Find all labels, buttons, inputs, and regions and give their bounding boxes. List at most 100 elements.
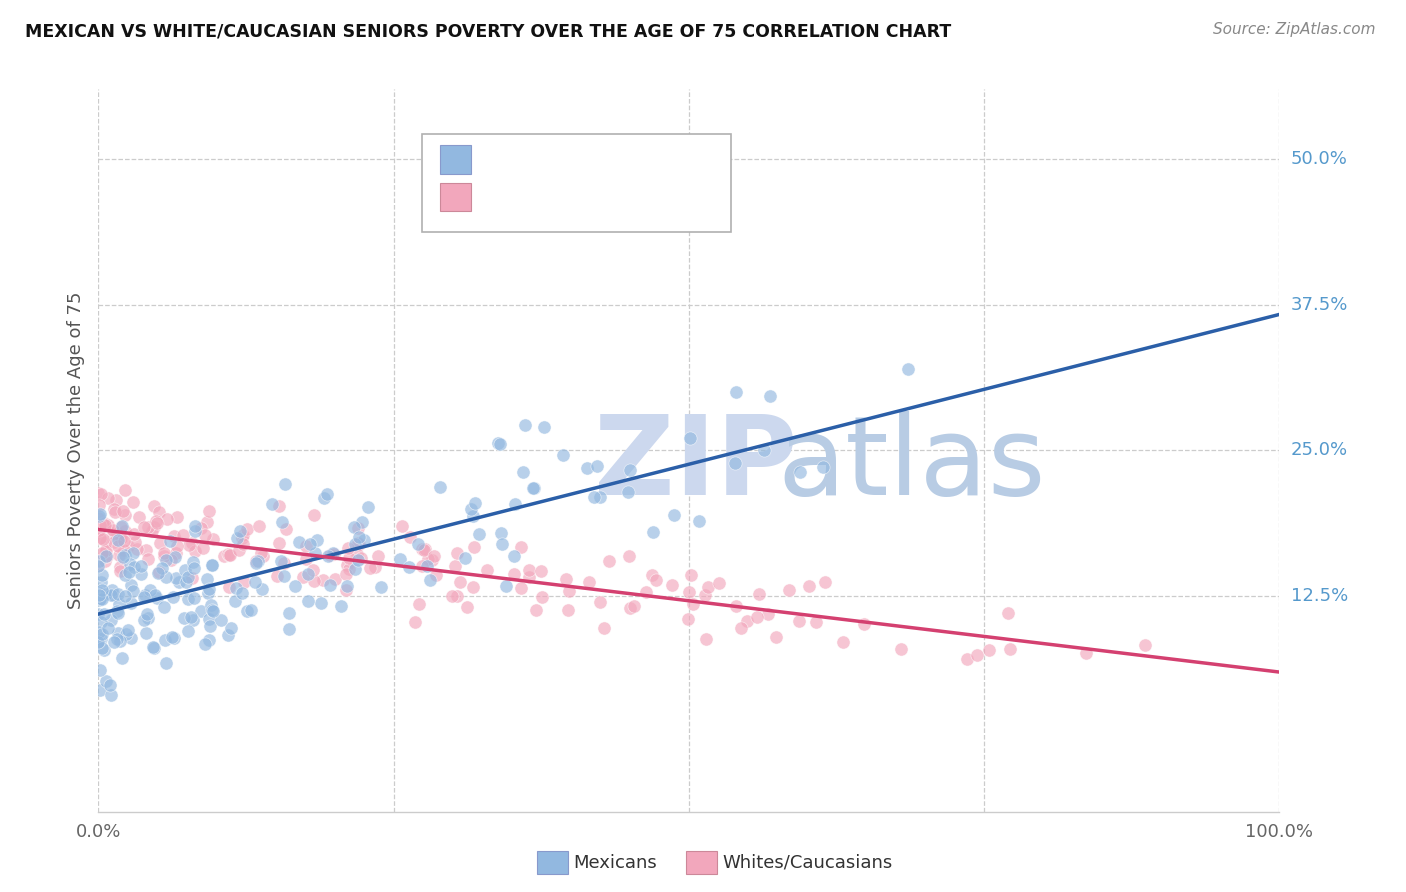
Point [183, 613, 205, 627]
Point [297, 594, 319, 608]
Point [224, 594, 246, 608]
Point [284, 578, 307, 592]
Point [190, 604, 212, 618]
Point [228, 543, 250, 558]
Point [517, 563, 540, 577]
Point [398, 560, 420, 574]
Point [503, 549, 526, 563]
Point [94, 544, 117, 558]
Point [269, 536, 291, 550]
Point [406, 537, 429, 551]
Point [347, 520, 370, 534]
Point [201, 558, 224, 572]
Point [589, 490, 612, 504]
Point [411, 559, 433, 574]
Point [139, 583, 162, 598]
Point [299, 537, 322, 551]
Point [94, 553, 117, 567]
Point [105, 604, 128, 618]
Point [108, 564, 131, 578]
Point [460, 502, 482, 516]
Point [724, 456, 747, 470]
Point [274, 476, 297, 491]
Point [218, 547, 240, 561]
Point [405, 615, 427, 630]
Point [90, 615, 112, 629]
Point [229, 524, 252, 538]
Point [453, 551, 475, 566]
Point [347, 536, 370, 550]
Point [136, 552, 159, 566]
Point [218, 548, 240, 562]
Point [329, 599, 352, 613]
Point [246, 554, 269, 568]
Point [100, 688, 122, 702]
Point [124, 526, 146, 541]
Point [336, 579, 359, 593]
Point [269, 499, 291, 513]
Point [759, 388, 782, 402]
Text: MEXICAN VS WHITE/CAUCASIAN SENIORS POVERTY OVER THE AGE OF 75 CORRELATION CHART: MEXICAN VS WHITE/CAUCASIAN SENIORS POVER… [25, 22, 952, 40]
Point [217, 628, 239, 642]
Point [107, 625, 129, 640]
Point [509, 582, 531, 596]
Point [422, 549, 444, 563]
Point [155, 553, 177, 567]
Point [176, 570, 198, 584]
Point [111, 503, 134, 517]
Point [966, 648, 988, 663]
Point [87, 498, 110, 512]
Point [1074, 646, 1097, 660]
Point [136, 611, 159, 625]
Point [219, 621, 242, 635]
Point [142, 641, 165, 656]
Point [153, 546, 176, 560]
Point [107, 597, 129, 611]
Point [391, 519, 413, 533]
Point [291, 570, 314, 584]
Point [304, 546, 326, 560]
Text: ZIP: ZIP [595, 411, 797, 518]
Point [811, 460, 834, 475]
Point [197, 582, 219, 597]
Point [153, 599, 176, 614]
Point [101, 526, 124, 541]
Point [449, 575, 471, 590]
Point [218, 580, 240, 594]
Point [143, 519, 166, 533]
Point [679, 567, 702, 582]
Point [87, 558, 110, 573]
Point [619, 600, 641, 615]
Point [346, 536, 368, 550]
Point [440, 589, 463, 603]
Point [359, 561, 381, 575]
Point [530, 564, 553, 578]
Point [111, 519, 134, 533]
Point [456, 600, 478, 615]
Point [87, 485, 110, 500]
Text: Source: ZipAtlas.com: Source: ZipAtlas.com [1212, 22, 1375, 37]
Point [87, 531, 110, 545]
Text: 37.5%: 37.5% [1291, 296, 1348, 314]
Text: R =  0.787    N = 198: R = 0.787 N = 198 [478, 151, 688, 169]
Point [97, 621, 120, 635]
Point [89, 663, 111, 677]
Point [678, 585, 700, 599]
Point [153, 549, 176, 563]
Point [120, 558, 142, 572]
Text: atlas: atlas [778, 411, 1046, 518]
Point [756, 607, 779, 621]
Point [367, 549, 389, 563]
Point [464, 496, 486, 510]
Point [353, 533, 375, 547]
Point [143, 588, 166, 602]
Point [91, 627, 114, 641]
Point [302, 508, 325, 522]
Point [197, 633, 219, 648]
Point [890, 641, 912, 656]
Point [446, 590, 468, 604]
Point [162, 632, 184, 646]
Point [231, 531, 253, 545]
Point [233, 575, 256, 590]
Point [100, 613, 122, 627]
